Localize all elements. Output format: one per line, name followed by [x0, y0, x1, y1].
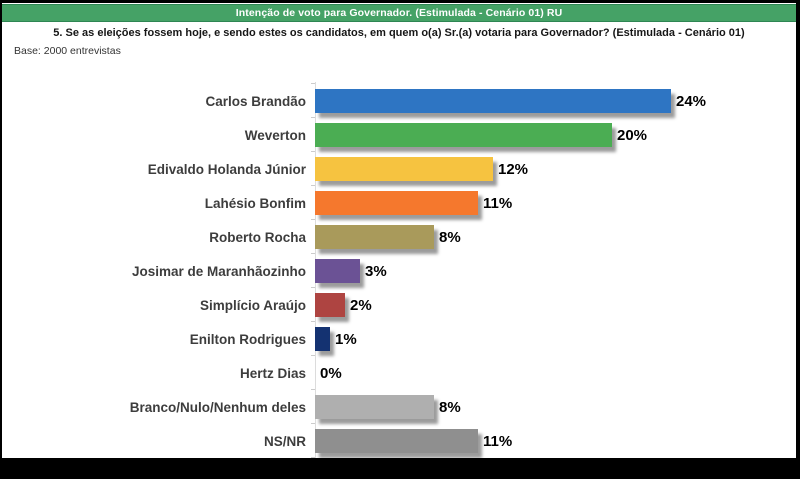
axis-tick: [311, 389, 315, 390]
category-label: Carlos Brandão: [205, 93, 306, 109]
bar: [315, 259, 360, 283]
axis-tick: [311, 423, 315, 424]
value-label: 11%: [483, 194, 513, 212]
category-label: NS/NR: [263, 433, 306, 449]
value-label: 12%: [498, 160, 529, 178]
chart-row: Roberto Rocha 8%: [2, 220, 796, 254]
value-label: 8%: [439, 228, 461, 246]
chart-row: Enilton Rodrigues 1%: [2, 322, 796, 356]
value-label: 2%: [350, 296, 372, 314]
chart-row: Branco/Nulo/Nenhum deles 8%: [2, 390, 796, 424]
chart-row: Simplício Araújo 2%: [2, 288, 796, 322]
axis-tick: [311, 457, 315, 458]
survey-question: 5. Se as eleições fossem hoje, e sendo e…: [53, 27, 745, 39]
bar: [315, 123, 612, 147]
value-label: 8%: [439, 398, 461, 416]
category-label: Lahésio Bonfim: [204, 195, 306, 211]
title-bar: Intenção de voto para Governador. (Estim…: [2, 4, 796, 22]
chart-row: Carlos Brandão 24%: [2, 84, 796, 118]
category-label: Weverton: [244, 127, 306, 143]
axis-tick: [311, 219, 315, 220]
bar: [315, 327, 330, 351]
category-label: Hertz Dias: [239, 365, 306, 381]
bar: [315, 395, 434, 419]
bar: [315, 191, 478, 215]
axis-tick: [311, 117, 315, 118]
axis-tick: [311, 151, 315, 152]
axis-tick: [311, 253, 315, 254]
chart-row: Lahésio Bonfim 11%: [2, 186, 796, 220]
axis-tick: [311, 355, 315, 356]
chart-row: Weverton 20%: [2, 118, 796, 152]
axis-tick: [311, 83, 315, 84]
bar: [315, 157, 493, 181]
bar: [315, 293, 345, 317]
category-label: Roberto Rocha: [209, 229, 306, 245]
axis-tick: [311, 321, 315, 322]
chart-row: Josimar de Maranhãozinho 3%: [2, 254, 796, 288]
value-label: 24%: [676, 92, 707, 110]
chart-row: NS/NR 11%: [2, 424, 796, 458]
value-label: 0%: [320, 364, 342, 382]
category-label: Branco/Nulo/Nenhum deles: [129, 399, 306, 415]
slide-content: Intenção de voto para Governador. (Estim…: [2, 3, 796, 458]
sample-base-note: Base: 2000 entrevistas: [14, 45, 121, 57]
chart-rows: Carlos Brandão 24% Weverton 20% Edivaldo Hol…: [2, 84, 796, 458]
value-label: 3%: [365, 262, 387, 280]
category-label: Josimar de Maranhãozinho: [131, 263, 306, 279]
chart-row: Hertz Dias 0%: [2, 356, 796, 390]
bar: [315, 89, 671, 113]
category-label: Simplício Araújo: [199, 297, 306, 313]
page-title: Intenção de voto para Governador. (Estim…: [235, 7, 563, 19]
axis-tick: [311, 185, 315, 186]
bar: [315, 225, 434, 249]
value-label: 1%: [335, 330, 357, 348]
category-label: Edivaldo Holanda Júnior: [147, 161, 306, 177]
bar: [315, 429, 478, 453]
chart-row: Edivaldo Holanda Júnior 12%: [2, 152, 796, 186]
bar-chart: Carlos Brandão 24% Weverton 20% Edivaldo Hol…: [2, 82, 796, 458]
value-label: 20%: [617, 126, 648, 144]
value-label: 11%: [483, 432, 513, 450]
axis-tick: [311, 287, 315, 288]
category-label: Enilton Rodrigues: [189, 331, 306, 347]
